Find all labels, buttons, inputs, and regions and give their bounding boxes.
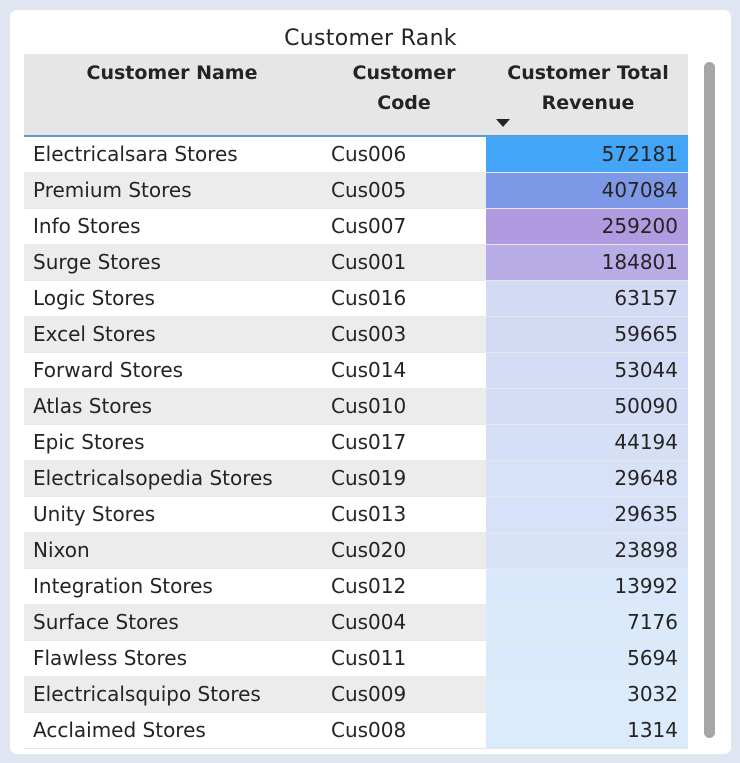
column-header-customer-name[interactable]: Customer Name (86, 62, 258, 84)
cell-customer-name: Electricalsquipo Stores (33, 682, 261, 706)
cell-customer-name: Electricalsopedia Stores (33, 466, 273, 490)
table-row[interactable]: Premium Stores Cus005 407084 (24, 173, 688, 209)
column-header-customer-total-revenue[interactable]: Customer Total Revenue (507, 62, 669, 114)
cell-customer-code: Cus005 (331, 178, 407, 202)
table-row[interactable]: Acclaimed Stores Cus008 1314 (24, 713, 688, 749)
table-row[interactable]: Surface Stores Cus004 7176 (24, 605, 688, 641)
cell-customer-name: Atlas Stores (33, 394, 153, 418)
cell-customer-name: Flawless Stores (33, 646, 188, 670)
cell-customer-total-revenue: 184801 (486, 245, 688, 280)
cell-customer-code: Cus004 (331, 610, 407, 634)
table-row[interactable]: Epic Stores Cus017 44194 (24, 425, 688, 461)
visual-title: Customer Rank (284, 26, 457, 51)
cell-customer-total-revenue: 59665 (486, 317, 688, 352)
cell-customer-code: Cus003 (331, 322, 407, 346)
table-row[interactable]: Atlas Stores Cus010 50090 (24, 389, 688, 425)
cell-customer-name: Electricalsara Stores (33, 142, 238, 166)
cell-customer-total-revenue: 572181 (486, 137, 688, 172)
cell-customer-code: Cus017 (331, 430, 407, 454)
table-row[interactable]: Logic Stores Cus016 63157 (24, 281, 688, 317)
cell-customer-total-revenue: 29635 (486, 497, 688, 532)
customer-table: Customer Name Customer Code Customer Tot… (24, 54, 688, 749)
cell-customer-code: Cus020 (331, 538, 407, 562)
cell-customer-name: Acclaimed Stores (33, 718, 206, 742)
cell-customer-name: Surge Stores (33, 250, 161, 274)
cell-customer-code: Cus009 (331, 682, 407, 706)
cell-customer-code: Cus014 (331, 358, 407, 382)
cell-customer-total-revenue: 23898 (486, 533, 688, 568)
column-header-customer-code[interactable]: Customer Code (352, 62, 456, 114)
cell-customer-total-revenue: 3032 (486, 677, 688, 712)
sort-descending-icon[interactable] (496, 119, 510, 127)
cell-customer-code: Cus019 (331, 466, 407, 490)
cell-customer-code: Cus006 (331, 142, 407, 166)
table-row[interactable]: Electricalsara Stores Cus006 572181 (24, 137, 688, 173)
vertical-scrollbar[interactable] (704, 62, 715, 738)
cell-customer-total-revenue: 1314 (486, 713, 688, 748)
cell-customer-total-revenue: 5694 (486, 641, 688, 676)
cell-customer-name: Excel Stores (33, 322, 156, 346)
cell-customer-name: Logic Stores (33, 286, 155, 310)
cell-customer-total-revenue: 44194 (486, 425, 688, 460)
table-row[interactable]: Flawless Stores Cus011 5694 (24, 641, 688, 677)
cell-customer-code: Cus016 (331, 286, 407, 310)
table-row[interactable]: Surge Stores Cus001 184801 (24, 245, 688, 281)
table-row[interactable]: Nixon Cus020 23898 (24, 533, 688, 569)
table-row[interactable]: Forward Stores Cus014 53044 (24, 353, 688, 389)
table-body: Electricalsara Stores Cus006 572181 Premium… (24, 137, 688, 749)
table-header: Customer Name Customer Code Customer Tot… (24, 54, 688, 137)
cell-customer-name: Forward Stores (33, 358, 184, 382)
cell-customer-total-revenue: 407084 (486, 173, 688, 208)
cell-customer-total-revenue: 63157 (486, 281, 688, 316)
cell-customer-name: Integration Stores (33, 574, 213, 598)
cell-customer-total-revenue: 7176 (486, 605, 688, 640)
cell-customer-total-revenue: 29648 (486, 461, 688, 496)
cell-customer-name: Info Stores (33, 214, 141, 238)
customer-rank-visual: Customer Rank Customer Name Customer Cod… (10, 10, 731, 754)
cell-customer-name: Premium Stores (33, 178, 192, 202)
table-row[interactable]: Electricalsquipo Stores Cus009 3032 (24, 677, 688, 713)
cell-customer-code: Cus012 (331, 574, 407, 598)
table-row[interactable]: Integration Stores Cus012 13992 (24, 569, 688, 605)
table-row[interactable]: Info Stores Cus007 259200 (24, 209, 688, 245)
cell-customer-total-revenue: 53044 (486, 353, 688, 388)
table-row[interactable]: Excel Stores Cus003 59665 (24, 317, 688, 353)
cell-customer-name: Epic Stores (33, 430, 145, 454)
cell-customer-code: Cus010 (331, 394, 407, 418)
cell-customer-total-revenue: 50090 (486, 389, 688, 424)
cell-customer-code: Cus008 (331, 718, 407, 742)
table-row[interactable]: Electricalsopedia Stores Cus019 29648 (24, 461, 688, 497)
cell-customer-total-revenue: 259200 (486, 209, 688, 244)
cell-customer-code: Cus001 (331, 250, 407, 274)
cell-customer-code: Cus007 (331, 214, 407, 238)
cell-customer-total-revenue: 13992 (486, 569, 688, 604)
cell-customer-name: Unity Stores (33, 502, 156, 526)
cell-customer-code: Cus013 (331, 502, 407, 526)
cell-customer-name: Nixon (33, 538, 90, 562)
table-row[interactable]: Unity Stores Cus013 29635 (24, 497, 688, 533)
cell-customer-name: Surface Stores (33, 610, 179, 634)
cell-customer-code: Cus011 (331, 646, 407, 670)
